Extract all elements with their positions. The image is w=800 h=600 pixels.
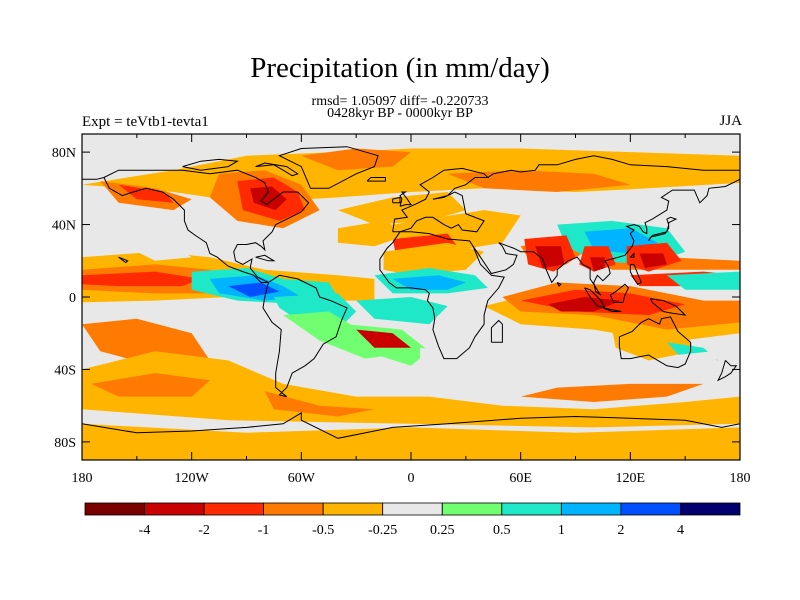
precip-patch <box>91 373 210 397</box>
colorbar-label: 1 <box>558 523 565 538</box>
coastline <box>182 158 239 171</box>
coastline <box>392 196 401 204</box>
precip-patch <box>548 297 622 312</box>
coastline <box>609 283 630 303</box>
precip-patch <box>520 383 704 402</box>
colorbar-box <box>501 502 562 516</box>
y-axis: 80N 40N 0 40S 80S <box>52 146 740 451</box>
coastline <box>487 155 740 178</box>
precip-patch <box>392 275 466 290</box>
coastline <box>118 256 129 264</box>
colorbar-box <box>322 502 384 516</box>
precip-patch <box>82 318 210 366</box>
coastline <box>629 252 635 258</box>
colorbar-box <box>620 502 681 516</box>
y-tick-label: 40S <box>54 363 76 378</box>
period-line: 0428kyr BP - 0000kyr BP <box>327 106 473 121</box>
colorbar-label: -4 <box>139 523 151 538</box>
coastline <box>255 254 276 262</box>
colorbar-box <box>441 502 503 516</box>
precip-patch <box>356 329 411 348</box>
season-label: JJA <box>719 113 742 129</box>
y-tick-label: 0 <box>69 291 76 306</box>
y-tick-label: 40N <box>52 219 76 234</box>
coastline <box>399 191 412 207</box>
coastline <box>472 178 740 296</box>
colorbar <box>84 502 741 516</box>
x-tick-label: 180 <box>730 471 751 486</box>
precip-patch <box>337 220 411 247</box>
colorbar-label: -0.5 <box>312 523 334 538</box>
precip-patch <box>118 184 174 203</box>
coastline <box>490 319 503 343</box>
colorbar-box <box>84 502 145 516</box>
precip-patch <box>136 246 192 261</box>
stats-line: rmsd= 1.05097 diff= -0.220733 <box>311 94 489 109</box>
precip-patch <box>612 329 695 361</box>
coastline <box>255 162 299 177</box>
coastline <box>379 231 505 360</box>
coastline <box>262 274 348 398</box>
chart-title: Precipitation (in mm/day) <box>250 52 550 84</box>
colorbar-label: 0.5 <box>493 523 511 538</box>
experiment-label: Expt = teVtb1-tevta1 <box>82 114 209 130</box>
precip-patch <box>228 282 280 297</box>
y-tick-label: 80S <box>54 436 76 451</box>
coastlines <box>82 146 740 439</box>
precip-patch <box>590 257 605 272</box>
coastline <box>278 146 379 189</box>
coastline <box>366 177 386 182</box>
coastline <box>392 167 490 233</box>
precip-patch <box>420 347 485 374</box>
colorbar-label: -2 <box>198 523 210 538</box>
coastline <box>602 307 622 312</box>
precip-field <box>82 148 740 460</box>
coastline <box>618 316 692 369</box>
colorbar-label: -1 <box>258 523 270 538</box>
colorbar-label: 4 <box>677 523 684 538</box>
coastline <box>716 360 738 382</box>
colorbar-box <box>144 502 205 516</box>
x-tick-label: 120E <box>616 471 646 486</box>
precip-patch <box>447 170 631 192</box>
precip-patch <box>356 297 448 325</box>
coastline <box>556 282 562 287</box>
x-tick-label: 0 <box>408 471 415 486</box>
precip-patch <box>301 148 411 171</box>
precip-patch <box>383 242 485 276</box>
y-tick-label: 80N <box>52 146 76 161</box>
coastline <box>649 298 687 316</box>
coastline <box>103 169 310 283</box>
colorbar-box <box>680 502 741 516</box>
colorbar-box <box>203 502 265 516</box>
x-tick-label: 60W <box>288 471 316 486</box>
precip-patch <box>82 423 740 460</box>
colorbar-label: 0.25 <box>430 523 455 538</box>
coastline <box>648 216 678 242</box>
precip-patch <box>337 192 466 225</box>
x-axis: 180 120W 60W 0 60E 120E 180 <box>72 134 751 486</box>
coastline <box>629 263 642 285</box>
precip-patch <box>639 253 667 268</box>
precip-patch <box>535 246 565 268</box>
x-tick-label: 120W <box>175 471 210 486</box>
precip-patch <box>82 351 740 428</box>
coastline <box>82 177 105 180</box>
precip-patch <box>82 271 201 287</box>
precip-patch <box>666 271 740 290</box>
colorbar-box <box>382 502 443 516</box>
x-tick-label: 60E <box>509 471 532 486</box>
precip-patch <box>264 391 375 417</box>
x-tick-label: 180 <box>72 471 93 486</box>
precip-patch <box>250 186 287 211</box>
colorbar-label: -0.25 <box>368 523 397 538</box>
precip-patch <box>676 351 722 374</box>
coastline <box>82 412 740 439</box>
colorbar-labels: -4 -2 -1 -0.5 -0.25 0.25 0.5 1 2 4 <box>139 523 684 538</box>
colorbar-box <box>561 502 622 516</box>
colorbar-box <box>263 502 324 516</box>
colorbar-label: 2 <box>617 523 624 538</box>
